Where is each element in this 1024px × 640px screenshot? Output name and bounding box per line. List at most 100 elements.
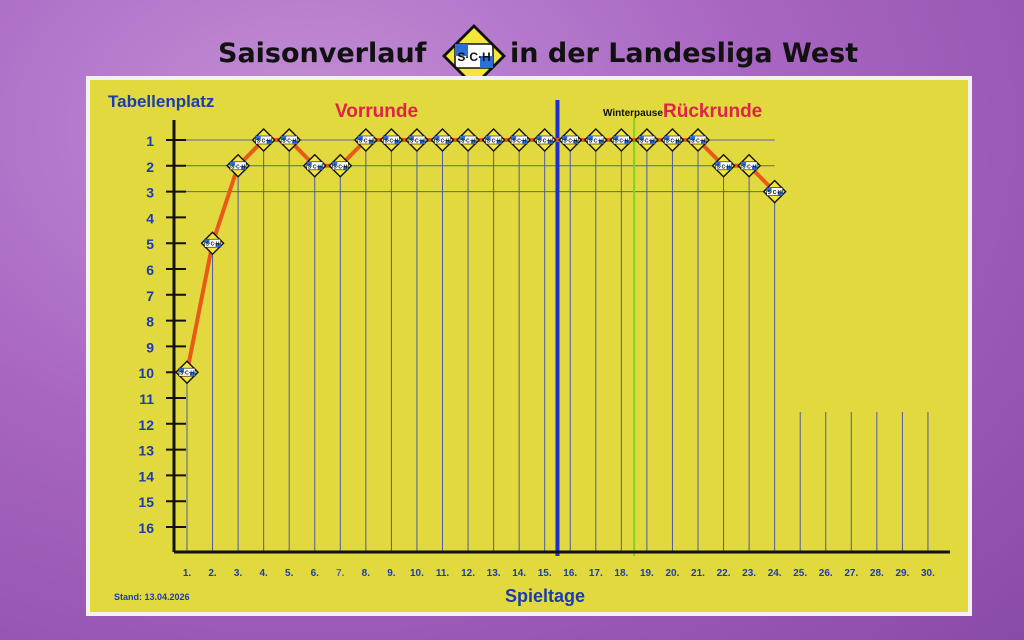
data-point-23: S·C·H <box>737 153 762 178</box>
x-tick-label-9: 9. <box>387 568 396 579</box>
x-tick-label-23: 23. <box>742 568 756 579</box>
y-tick-label-10: 10 <box>138 365 154 381</box>
stand-date: Stand: 13.04.2026 <box>114 592 190 602</box>
y-tick-label-4: 4 <box>146 210 154 226</box>
marker-badge-blue-1 <box>281 136 287 140</box>
y-tick-label-9: 9 <box>146 339 154 355</box>
data-point-21: S·C·H <box>686 128 710 152</box>
marker-logo-text: S·C·H <box>589 139 603 145</box>
x-tick-label-1: 1. <box>183 568 192 579</box>
marker-badge-blue-1 <box>511 136 517 140</box>
marker-badge-blue-2 <box>649 140 655 144</box>
data-point-19: S·C·H <box>634 128 659 152</box>
data-point-5: S·C·H <box>277 128 302 152</box>
marker-logo-text: S·C·H <box>666 139 680 145</box>
marker-logo-text: S·C·H <box>487 139 501 145</box>
marker-badge-blue-2 <box>496 140 502 144</box>
x-tick-label-14: 14. <box>512 568 526 579</box>
marker-badge-blue-1 <box>306 161 312 166</box>
marker-badge-blue-1 <box>741 161 747 166</box>
data-point-3: S·C·H <box>226 153 251 178</box>
marker-badge-blue-1 <box>230 161 236 166</box>
data-point-15: S·C·H <box>532 128 557 152</box>
marker-badge-blue-2 <box>266 140 272 144</box>
marker-logo-text: S·C·H <box>308 164 322 170</box>
logo-text: S·C·H <box>457 50 490 64</box>
x-tick-label-16: 16. <box>563 568 577 579</box>
marker-logo-text: S·C·H <box>231 164 245 170</box>
marker-badge-blue-2 <box>701 140 706 144</box>
x-tick-label-11: 11. <box>436 568 450 579</box>
marker-logo-text: S·C·H <box>436 139 450 145</box>
marker-logo-text: S·C·H <box>359 139 373 145</box>
x-tick-label-22: 22. <box>717 568 731 579</box>
title-right: in der Landesliga West <box>510 38 859 69</box>
data-point-1: S·C·H <box>175 360 199 385</box>
marker-logo-text: S·C·H <box>691 139 705 145</box>
x-tick-label-13: 13. <box>487 568 501 579</box>
marker-badge-blue-2 <box>317 165 323 170</box>
x-tick-label-15: 15. <box>538 568 552 579</box>
marker-badge-blue-1 <box>332 161 338 166</box>
marker-badge-blue-1 <box>357 136 363 140</box>
series-line <box>185 138 777 373</box>
marker-badge-blue-1 <box>715 161 721 166</box>
x-tick-label-5: 5. <box>285 568 294 579</box>
marker-badge-blue-1 <box>613 136 619 140</box>
title-left: Saisonverlauf <box>218 38 427 69</box>
y-tick-label-8: 8 <box>146 314 154 330</box>
marker-badge-blue-1 <box>179 368 184 373</box>
marker-badge-blue-1 <box>562 136 568 140</box>
x-tick-label-26: 26. <box>819 568 833 579</box>
marker-badge-blue-2 <box>598 140 604 144</box>
data-point-16: S·C·H <box>558 128 583 152</box>
marker-logo-text: S·C·H <box>257 139 271 145</box>
x-tick-label-2: 2. <box>208 568 217 579</box>
y-tick-label-11: 11 <box>139 391 154 407</box>
marker-logo-text: S·C·H <box>282 139 296 145</box>
marker-badge-blue-2 <box>394 140 400 144</box>
x-tick-label-4: 4. <box>259 568 268 579</box>
x-tick-label-28: 28. <box>870 568 884 579</box>
marker-logo-text: S·C·H <box>640 139 654 145</box>
x-tick-label-3: 3. <box>234 568 243 579</box>
y-tick-label-3: 3 <box>146 185 154 201</box>
data-point-2: S·C·H <box>200 231 225 256</box>
marker-badge-blue-2 <box>292 140 298 144</box>
marker-logo-text: S·C·H <box>206 242 220 248</box>
marker-logo-text: S·C·H <box>614 139 628 145</box>
x-tick-label-21: 21. <box>691 568 705 579</box>
x-tick-label-19: 19. <box>640 568 654 579</box>
marker-badge-blue-2 <box>547 140 553 144</box>
marker-badge-blue-1 <box>255 136 261 140</box>
x-tick-label-7: 7. <box>336 568 345 579</box>
data-point-24: S·C·H <box>762 179 787 204</box>
y-tick-label-16: 16 <box>138 520 154 536</box>
data-point-11: S·C·H <box>430 128 455 152</box>
marker-badge-blue-1 <box>434 136 440 140</box>
x-tick-label-20: 20. <box>665 568 679 579</box>
marker-logo-text: S·C·H <box>512 139 526 145</box>
data-point-20: S·C·H <box>660 128 685 152</box>
marker-badge-blue-1 <box>536 136 542 140</box>
marker-badge-blue-1 <box>460 136 466 140</box>
x-tick-label-12: 12. <box>461 568 475 579</box>
x-tick-label-27: 27. <box>844 568 858 579</box>
club-logo-icon: S·C·H <box>440 22 508 97</box>
y-tick-label-2: 2 <box>146 159 154 175</box>
data-point-12: S·C·H <box>456 128 481 152</box>
data-point-17: S·C·H <box>583 128 608 152</box>
marker-badge-blue-2 <box>777 191 783 196</box>
x-tick-label-25: 25. <box>793 568 807 579</box>
marker-badge-blue-1 <box>408 136 414 140</box>
marker-badge-blue-2 <box>624 140 630 144</box>
x-tick-label-10: 10. <box>410 568 424 579</box>
marker-badge-blue-2 <box>368 140 374 144</box>
marker-badge-blue-2 <box>190 372 195 377</box>
section-first-half: Vorrunde <box>335 101 418 122</box>
marker-badge-blue-1 <box>690 136 695 140</box>
data-point-6: S·C·H <box>302 153 327 178</box>
marker-logo-text: S·C·H <box>333 164 347 170</box>
marker-badge-blue-1 <box>383 136 389 140</box>
